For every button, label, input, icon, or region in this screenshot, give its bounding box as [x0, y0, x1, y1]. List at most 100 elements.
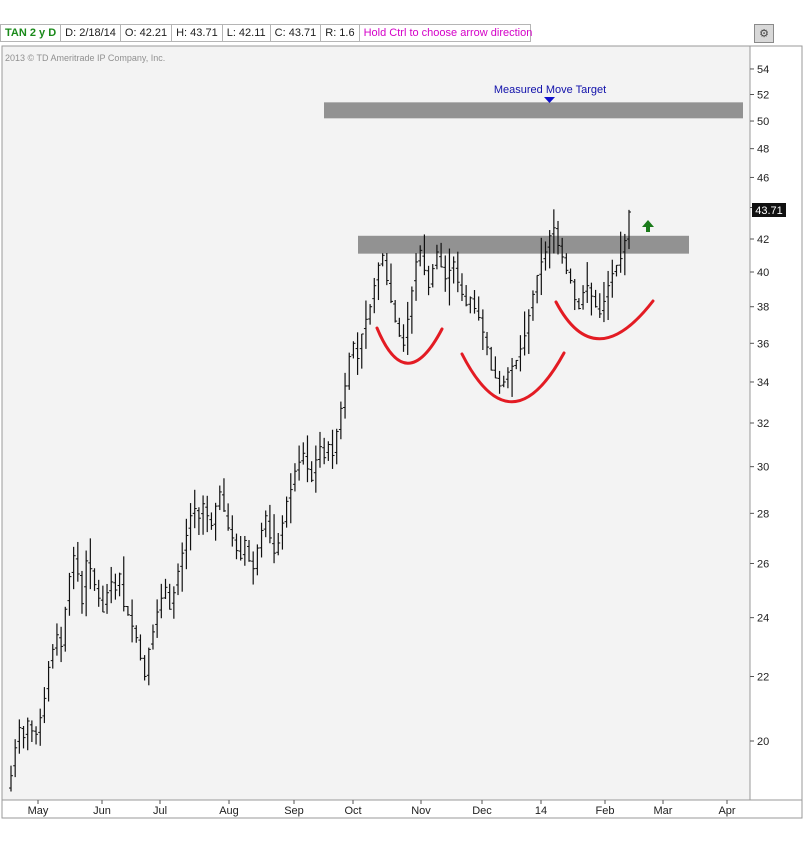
- ohlc-bar: [618, 231, 623, 273]
- y-tick-label: 30: [757, 462, 769, 474]
- ohlc-bar: [372, 277, 377, 314]
- ohlc-bar: [176, 563, 181, 596]
- ohlc-bar: [610, 259, 615, 298]
- symbol-label[interactable]: TAN 2 y D: [0, 24, 62, 42]
- ohlc-bar: [113, 573, 118, 600]
- ohlc-bar: [443, 255, 448, 292]
- ohlc-bar: [418, 245, 423, 267]
- ohlc-bar: [84, 550, 89, 617]
- ohlc-bar: [543, 241, 548, 271]
- y-tick-label: 38: [757, 302, 769, 314]
- ohlc-bar: [430, 264, 435, 288]
- target-zone: [324, 102, 743, 119]
- ohlc-bar: [217, 485, 222, 511]
- ohlc-bar: [547, 230, 552, 269]
- ohlc-bar: [79, 570, 84, 614]
- y-tick-label: 50: [757, 116, 769, 128]
- ohlc-bar: [576, 298, 581, 310]
- chart-tool-icon[interactable]: ⚙: [754, 24, 774, 43]
- ohlc-bar: [510, 357, 515, 397]
- copyright-text: 2013 © TD Ameritrade IP Company, Inc.: [5, 53, 165, 63]
- ohlc-bar: [397, 317, 402, 337]
- x-tick-label: Oct: [344, 805, 361, 817]
- y-tick-label: 24: [757, 613, 769, 625]
- ohlc-bar: [75, 541, 80, 582]
- ohlc-bar: [67, 572, 72, 616]
- ohlc-bar: [614, 264, 619, 277]
- x-tick-label: May: [28, 805, 49, 817]
- ohlc-bar: [597, 293, 602, 318]
- pattern-arcs: [375, 299, 655, 404]
- x-tick-label: Mar: [654, 805, 673, 817]
- ohlc-bar: [255, 544, 260, 576]
- y-tick-label: 42: [757, 234, 769, 246]
- plot-area[interactable]: [1, 45, 751, 801]
- ohlc-bar: [493, 356, 498, 379]
- ohlc-bar: [130, 599, 135, 643]
- ohlc-bar: [606, 270, 611, 321]
- ohlc-bar: [276, 532, 281, 556]
- ohlc-bar: [205, 495, 210, 533]
- ohlc-bar: [21, 725, 26, 749]
- ohlc-bar: [100, 585, 105, 613]
- y-tick-label: 34: [757, 377, 769, 389]
- ohlc-bar: [267, 504, 272, 544]
- date-value: D: 2/18/14: [61, 24, 121, 42]
- ohlc-bar: [451, 256, 456, 284]
- close-value: C: 43.71: [270, 24, 322, 42]
- ohlc-bar: [556, 220, 561, 255]
- ohlc-bar: [593, 289, 598, 308]
- y-tick-label: 36: [757, 338, 769, 350]
- ohlc-bar: [163, 578, 168, 600]
- ohlc-bar: [581, 285, 586, 310]
- ohlc-bar: [526, 309, 531, 354]
- ohlc-bar: [359, 333, 364, 369]
- x-tick-label: Nov: [411, 805, 431, 817]
- ohlc-bar: [292, 463, 297, 492]
- ohlc-bar: [472, 290, 477, 314]
- ohlc-bar: [347, 352, 352, 390]
- ohlc-bar: [318, 431, 322, 468]
- ohlc-bar: [238, 535, 243, 561]
- ohlc-bar: [489, 346, 494, 371]
- ohlc-bar: [601, 281, 606, 323]
- ohlc-bar: [551, 209, 556, 254]
- ohlc-bar: [322, 437, 327, 465]
- ohlc-bar: [564, 253, 569, 275]
- ohlc-bar: [535, 274, 540, 304]
- ohlc-bar: [313, 445, 318, 493]
- ohlc-bar: [46, 661, 51, 702]
- ohlc-bar: [363, 300, 368, 349]
- ohlc-bar: [125, 606, 130, 616]
- hint-text: Hold Ctrl to choose arrow direction: [359, 24, 532, 42]
- high-value: H: 43.71: [172, 24, 223, 42]
- ohlc-bar: [439, 242, 444, 268]
- ohlc-bar: [388, 263, 393, 304]
- ohlc-bar: [459, 273, 464, 302]
- ohlc-bar: [297, 445, 302, 481]
- ohlc-bar: [38, 708, 43, 746]
- ohlc-bar: [184, 518, 189, 570]
- ohlc-bar: [539, 237, 544, 296]
- ohlc-bar: [17, 719, 22, 754]
- ohlc-bar: [117, 572, 122, 597]
- ohlc-bar: [59, 626, 64, 663]
- ohlc-bar: [63, 606, 68, 652]
- ohlc-bar: [455, 251, 460, 293]
- ohlc-bar: [326, 441, 331, 461]
- ohlc-bar: [309, 461, 314, 483]
- ohlc-bar: [351, 341, 356, 359]
- price-bars: [9, 209, 631, 792]
- y-tick-label: 48: [757, 144, 769, 156]
- ohlc-bar: [447, 248, 452, 306]
- ohlc-bar: [393, 300, 398, 323]
- last-price-label: 43.71: [755, 205, 783, 217]
- ohlc-bar: [259, 522, 264, 558]
- ohlc-bar: [159, 583, 164, 619]
- ohlc-bar: [155, 599, 160, 638]
- low-value: L: 42.11: [222, 24, 271, 42]
- ohlc-bar: [414, 253, 419, 301]
- range-value: R: 1.6: [321, 24, 360, 42]
- ohlc-bar: [50, 644, 55, 669]
